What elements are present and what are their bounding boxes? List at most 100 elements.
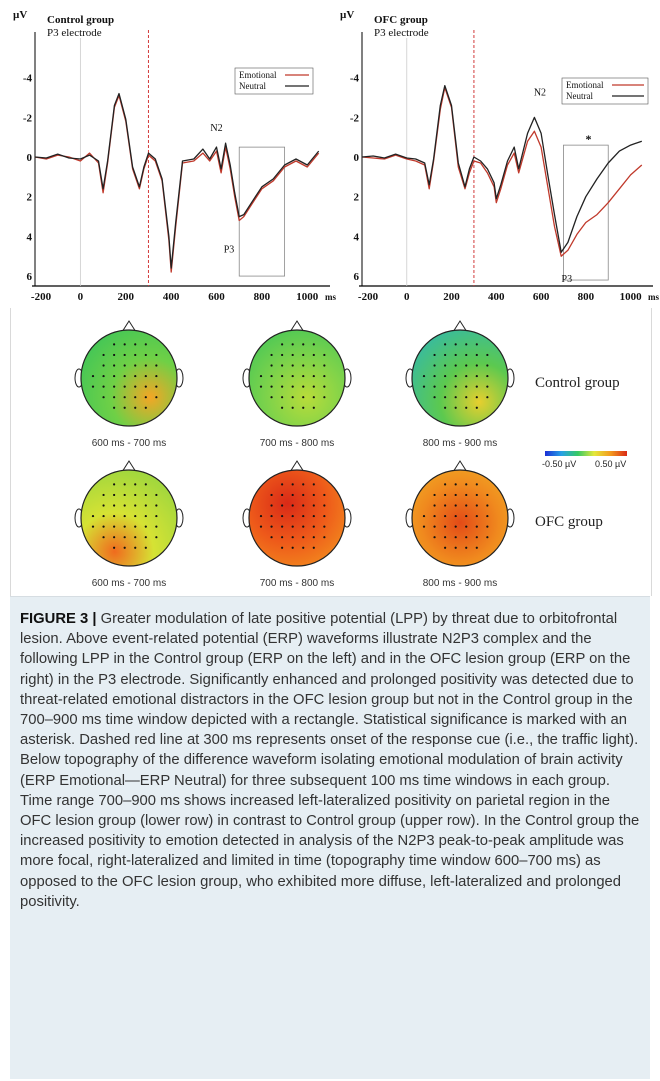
x-tick-label: 800 (578, 291, 595, 303)
x-unit-label: ms (648, 292, 659, 302)
x-tick-label: -200 (358, 291, 379, 303)
electrode-dot (444, 343, 447, 346)
electrode-dot (323, 364, 326, 367)
x-tick-label: 800 (254, 291, 271, 303)
electrode-dot (259, 514, 263, 518)
electrode-dot (291, 406, 294, 409)
electrode-dot (155, 525, 158, 528)
x-tick-label: 0 (404, 291, 410, 303)
electrode-dot (433, 396, 436, 399)
nose-shape (289, 320, 305, 333)
electrode-dot (475, 536, 478, 539)
electrode-dot (123, 353, 126, 357)
peak-label-p3: P3 (562, 274, 573, 285)
electrode-dot (113, 514, 116, 518)
electrode-dot (465, 483, 468, 486)
electrode-dot (302, 343, 305, 346)
x-tick-label: 200 (118, 291, 135, 303)
x-tick-label: 600 (208, 291, 225, 303)
electrode-dot (123, 525, 126, 528)
electrode-dot (454, 546, 457, 549)
electrode-dot (155, 385, 158, 388)
electrode-dot (134, 536, 137, 539)
electrode-dot (465, 406, 468, 409)
electrode-dot (465, 374, 468, 378)
electrode-dot (454, 396, 457, 399)
electrode-dot (454, 514, 457, 518)
electrode-dot (475, 504, 478, 507)
electrode-dot (465, 396, 468, 399)
electrode-dot (102, 536, 105, 539)
electrode-dot (291, 483, 294, 486)
electrode-dot (454, 364, 457, 367)
electrode-dot (302, 504, 305, 507)
electrode-dot (312, 343, 315, 346)
electrode-dot (155, 374, 158, 378)
electrode-dot (281, 364, 284, 367)
legend-label: Emotional (566, 80, 604, 90)
electrode-dot (270, 385, 273, 388)
y-tick-label: 4 (27, 231, 33, 243)
topomap-control-2 (242, 320, 352, 427)
electrode-dot (102, 374, 105, 378)
electrode-dot (144, 364, 147, 367)
nose-shape (289, 460, 305, 473)
electrode-dot (134, 353, 137, 357)
electrode-dot (291, 525, 294, 528)
electrode-dot (433, 364, 436, 367)
electrode-dot (302, 385, 305, 388)
electrode-dot (475, 493, 478, 497)
electrode-dot (302, 493, 305, 497)
electrode-dot (134, 374, 137, 378)
colorbar: -0.50 µV 0.50 µV (542, 451, 627, 469)
electrode-dot (433, 493, 436, 497)
electrode-dot (454, 374, 457, 378)
x-tick-label: 600 (533, 291, 550, 303)
head-map (80, 469, 178, 567)
electrode-dot (475, 546, 478, 549)
electrode-dot (433, 385, 436, 388)
electrode-dot (134, 406, 137, 409)
electrode-dot (444, 493, 447, 497)
electrode-dot (270, 396, 273, 399)
electrode-dot (486, 525, 489, 528)
electrode-dot (444, 406, 447, 409)
electrode-dot (323, 504, 326, 507)
electrode-dot (486, 504, 489, 507)
electrode-dot (312, 514, 315, 518)
electrode-dot (302, 483, 305, 486)
electrode-dot (422, 525, 426, 528)
electrode-dot (281, 396, 284, 399)
x-tick-label: 0 (78, 291, 84, 303)
electrode-dot (302, 406, 305, 409)
electrode-dot (134, 504, 137, 507)
electrode-dot (281, 406, 284, 409)
electrode-dot (113, 353, 116, 357)
electrode-dot (113, 385, 116, 388)
electrode-dot (144, 493, 147, 497)
nose-shape (452, 320, 468, 333)
electrode-dot (113, 406, 116, 409)
significance-asterisk: * (586, 132, 592, 146)
electrode-dot (475, 525, 478, 528)
y-tick-label: -2 (23, 112, 33, 124)
electrode-dot (91, 385, 95, 388)
electrode-dot (444, 514, 447, 518)
topomap-ofc-1 (74, 460, 184, 567)
head-map (248, 329, 346, 427)
series-line-neutral (34, 92, 320, 269)
electrode-dot (113, 504, 116, 507)
time-window-rectangle (238, 146, 286, 277)
electrode-dot (444, 364, 447, 367)
electrode-dot (465, 525, 468, 528)
time-window-rectangle (563, 144, 609, 281)
electrode-dot (302, 374, 305, 378)
topography-figure (0, 318, 660, 588)
electrode-dot (323, 536, 326, 539)
electrode-dot (91, 514, 95, 518)
electrode-dot (444, 546, 447, 549)
y-tick-label: -2 (350, 112, 360, 124)
electrode-dot (454, 343, 457, 346)
electrode-dot (444, 525, 447, 528)
